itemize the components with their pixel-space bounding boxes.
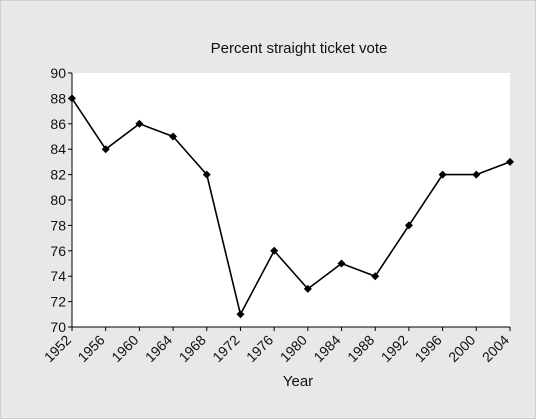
chart-title: Percent straight ticket vote xyxy=(211,40,388,57)
y-tick-label: 88 xyxy=(50,90,66,106)
x-tick-label: 1952 xyxy=(41,332,74,365)
series-group xyxy=(68,94,514,319)
x-axis-label: Year xyxy=(283,373,313,390)
data-point xyxy=(303,284,312,293)
x-tick-label: 1968 xyxy=(176,332,209,365)
series-line xyxy=(71,97,511,316)
x-tick-label: 1984 xyxy=(310,332,343,365)
data-point xyxy=(472,170,481,179)
data-point xyxy=(236,310,245,319)
data-point xyxy=(438,170,447,179)
data-point xyxy=(202,170,211,179)
y-tick-label: 72 xyxy=(50,294,66,310)
y-axis-ticks: 70 72 74 76 78 80 82 84 86 88 90 xyxy=(50,65,72,335)
y-tick-label: 78 xyxy=(50,217,66,233)
data-point xyxy=(506,157,514,166)
x-tick-label: 1956 xyxy=(74,332,107,365)
data-point xyxy=(135,119,144,128)
data-point xyxy=(101,145,110,154)
data-point xyxy=(404,221,413,230)
data-point xyxy=(270,246,279,255)
y-tick-label: 86 xyxy=(50,116,66,132)
x-tick-label: 1964 xyxy=(142,332,175,365)
x-tick-label: 1996 xyxy=(411,332,444,365)
x-tick-label: 1988 xyxy=(344,332,377,365)
x-axis-ticks: 1952 1956 1960 1964 1968 1972 1976 1980 1984 1988… xyxy=(41,327,512,365)
y-tick-label: 80 xyxy=(50,192,66,208)
y-tick-label: 74 xyxy=(50,268,66,284)
data-point xyxy=(169,132,178,141)
x-tick-label: 2004 xyxy=(479,332,512,365)
data-point xyxy=(68,94,76,103)
y-tick-label: 76 xyxy=(50,243,66,259)
data-point xyxy=(337,259,346,268)
y-tick-label: 82 xyxy=(50,167,66,183)
plot-area xyxy=(72,73,510,327)
x-tick-label: 1976 xyxy=(243,332,276,365)
x-tick-label: 1972 xyxy=(209,332,242,365)
x-tick-label: 1980 xyxy=(277,332,310,365)
y-tick-label: 70 xyxy=(50,319,66,335)
x-tick-label: 2000 xyxy=(445,332,478,365)
x-tick-label: 1992 xyxy=(378,332,411,365)
x-tick-label: 1960 xyxy=(108,332,141,365)
data-point xyxy=(371,272,380,281)
y-tick-label: 90 xyxy=(50,65,66,81)
y-tick-label: 84 xyxy=(50,141,66,157)
